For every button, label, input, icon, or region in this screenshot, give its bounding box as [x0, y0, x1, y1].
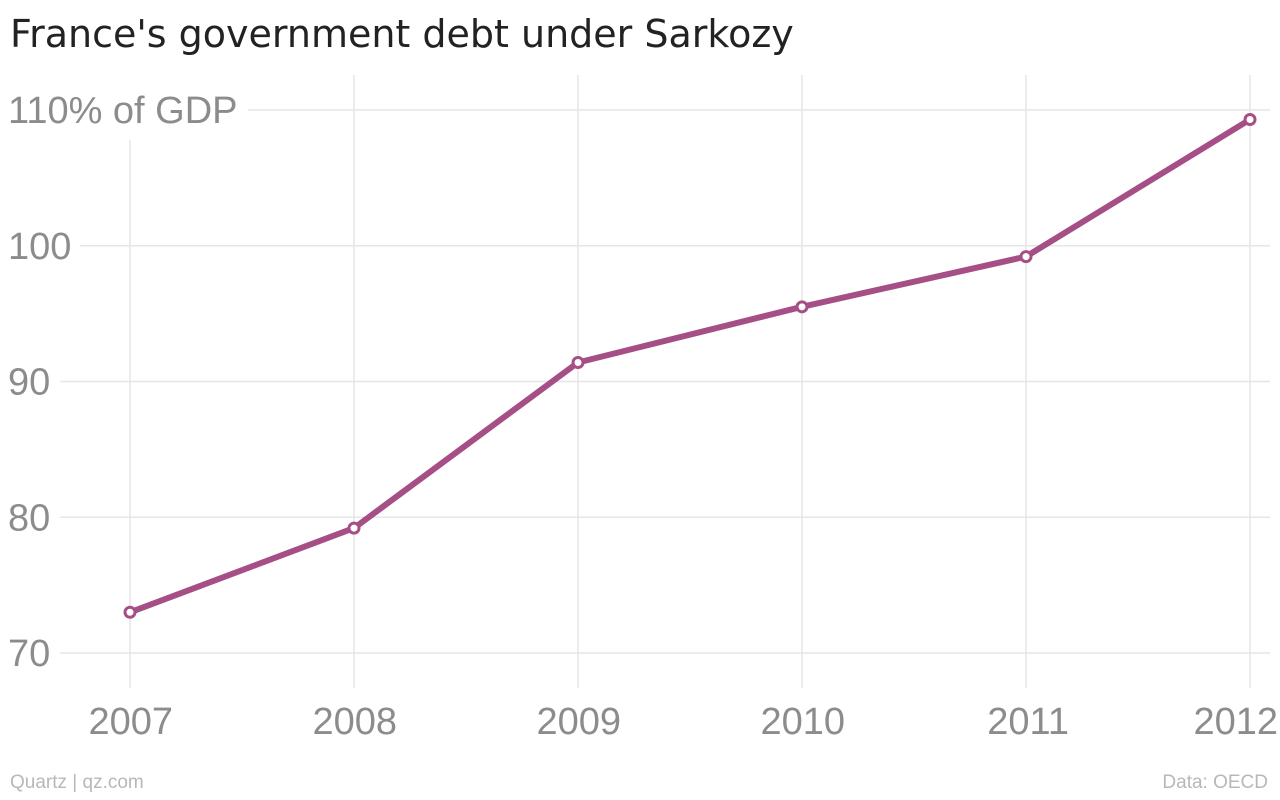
data-point — [795, 300, 809, 314]
data-point — [347, 521, 361, 535]
y-axis-labels: 70 80 90 100 110% of GDP — [8, 90, 238, 675]
data-point — [123, 605, 137, 619]
x-tick-label: 2008 — [312, 701, 397, 743]
x-tick-label: 2009 — [536, 701, 621, 743]
data-point — [1243, 113, 1257, 127]
y-tick-label: 90 — [8, 362, 50, 404]
x-axis-labels: 2007 2008 2009 2010 2011 2012 — [88, 701, 1278, 743]
source-text: Data: OECD — [1162, 772, 1268, 793]
credit-text: Quartz | qz.com — [10, 772, 144, 793]
series-line — [127, 116, 1253, 616]
y-tick-label: 80 — [8, 497, 50, 539]
horizontal-gridlines — [60, 109, 1270, 654]
x-tick-label: 2012 — [1193, 701, 1278, 743]
y-tick-label: 70 — [8, 633, 50, 675]
line-chart: 70 80 90 100 110% of GDP 2007 2008 2009 2010 201… — [8, 75, 1278, 743]
data-point — [571, 355, 585, 369]
y-tick-label: 110% of GDP — [8, 90, 238, 132]
chart-title: France's government debt under Sarkozy — [10, 12, 794, 56]
x-tick-label: 2011 — [987, 701, 1069, 743]
data-point — [1019, 250, 1033, 264]
x-tick-label: 2007 — [88, 701, 173, 743]
y-tick-label: 100 — [8, 226, 71, 268]
data-points — [123, 113, 1257, 619]
x-tick-label: 2010 — [760, 701, 845, 743]
